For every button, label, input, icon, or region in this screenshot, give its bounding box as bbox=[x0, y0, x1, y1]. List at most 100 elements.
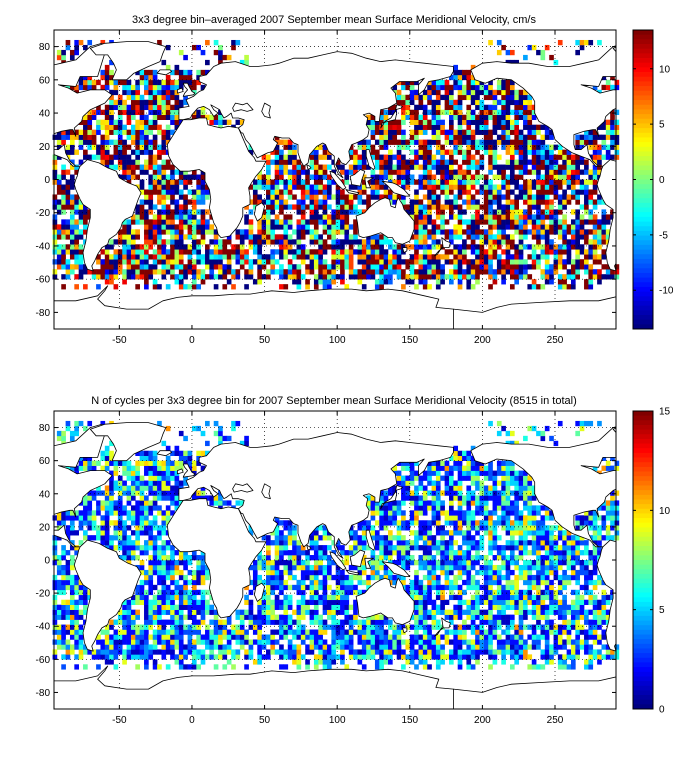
velocity-bin-cell bbox=[514, 264, 520, 270]
velocity-bin-cell bbox=[592, 254, 598, 260]
velocity-bin-cell bbox=[540, 139, 546, 145]
velocity-bin-cell bbox=[191, 269, 197, 275]
velocity-bin-cell bbox=[122, 139, 127, 145]
velocity-bin-cell bbox=[444, 89, 450, 96]
velocity-bin-cell bbox=[483, 179, 489, 185]
velocity-bin-cell bbox=[178, 279, 184, 285]
velocity-bin-cell bbox=[584, 159, 589, 165]
velocity-bin-cell bbox=[126, 174, 132, 180]
cycles-bin-cell bbox=[305, 609, 310, 615]
cycles-bin-cell bbox=[109, 520, 114, 526]
cycles-bin-cell bbox=[87, 589, 93, 596]
velocity-bin-cell bbox=[340, 264, 345, 270]
cycles-bin-cell bbox=[183, 455, 188, 461]
velocity-bin-cell bbox=[287, 234, 293, 240]
velocity-bin-cell bbox=[200, 174, 206, 180]
velocity-bin-cell bbox=[549, 269, 554, 275]
velocity-bin-cell bbox=[78, 139, 84, 145]
cycles-bin-cell bbox=[91, 520, 97, 526]
cycles-bin-cell bbox=[274, 555, 280, 561]
cycles-bin-cell bbox=[191, 624, 197, 630]
velocity-bin-cell bbox=[575, 159, 580, 165]
cycles-bin-cell bbox=[292, 574, 297, 581]
velocity-bin-cell bbox=[605, 214, 611, 220]
velocity-bin-cell bbox=[309, 199, 315, 205]
velocity-bin-cell bbox=[165, 129, 171, 135]
velocity-bin-cell bbox=[588, 254, 594, 260]
velocity-bin-cell bbox=[427, 94, 432, 101]
velocity-bin-cell bbox=[370, 239, 376, 245]
velocity-bin-cell bbox=[549, 204, 554, 210]
cycles-bin-cell bbox=[348, 604, 354, 610]
velocity-bin-cell bbox=[139, 109, 145, 116]
cycles-bin-cell bbox=[122, 490, 127, 496]
velocity-landmass bbox=[434, 237, 451, 257]
velocity-bin-cell bbox=[518, 214, 524, 220]
cycles-bin-cell bbox=[174, 654, 180, 660]
cycles-bin-cell bbox=[209, 629, 215, 635]
cycles-bin-cell bbox=[327, 564, 332, 571]
velocity-bin-cell bbox=[483, 144, 489, 150]
velocity-bin-cell bbox=[357, 184, 363, 190]
velocity-bin-cell bbox=[379, 274, 384, 280]
velocity-bin-cell bbox=[252, 234, 258, 240]
velocity-bin-cell bbox=[396, 179, 402, 185]
velocity-x-tick-label: 200 bbox=[474, 335, 491, 346]
velocity-y-tick-label: 40 bbox=[39, 109, 51, 120]
cycles-bin-cell bbox=[117, 460, 123, 466]
cycles-bin-cell bbox=[135, 584, 140, 591]
velocity-bin-cell bbox=[457, 284, 463, 290]
cycles-bin-cell bbox=[200, 649, 206, 655]
velocity-bin-cell bbox=[348, 204, 354, 210]
cycles-bin-cell bbox=[191, 654, 197, 660]
cycles-bin-cell bbox=[113, 619, 119, 625]
cycles-bin-cell bbox=[52, 579, 58, 586]
cycles-bin-cell bbox=[279, 545, 284, 551]
velocity-bin-cell bbox=[274, 214, 280, 220]
velocity-bin-cell bbox=[409, 164, 415, 170]
velocity-bin-cell bbox=[205, 209, 210, 215]
cycles-bin-cell bbox=[91, 515, 97, 521]
velocity-bin-cell bbox=[87, 154, 93, 160]
velocity-bin-cell bbox=[165, 189, 171, 195]
velocity-bin-cell bbox=[370, 119, 376, 125]
velocity-bin-cell bbox=[87, 129, 93, 135]
velocity-bin-cell bbox=[584, 134, 589, 140]
cycles-bin-cell bbox=[113, 644, 119, 650]
velocity-bin-cell bbox=[405, 164, 411, 170]
velocity-bin-cell bbox=[130, 264, 136, 270]
velocity-colorbar-segment bbox=[633, 272, 653, 279]
velocity-bin-cell bbox=[483, 89, 489, 96]
velocity-bin-cell bbox=[475, 139, 480, 145]
velocity-bin-cell bbox=[396, 249, 402, 255]
cycles-bin-cell bbox=[257, 609, 262, 615]
velocity-bin-cell bbox=[126, 234, 132, 240]
cycles-bin-cell bbox=[174, 445, 180, 452]
velocity-bin-cell bbox=[475, 124, 480, 130]
cycles-bin-cell bbox=[104, 485, 110, 491]
velocity-bin-cell bbox=[135, 94, 140, 101]
cycles-bin-cell bbox=[191, 579, 197, 586]
cycles-bin-cell bbox=[248, 604, 254, 610]
velocity-bin-cell bbox=[427, 274, 432, 280]
velocity-bin-cell bbox=[322, 239, 328, 245]
velocity-bin-cell bbox=[279, 219, 284, 225]
velocity-bin-cell bbox=[501, 44, 506, 51]
velocity-bin-cell bbox=[509, 149, 515, 155]
velocity-bin-cell bbox=[69, 264, 75, 270]
velocity-landmass bbox=[73, 159, 142, 272]
velocity-bin-cell bbox=[518, 109, 524, 116]
velocity-bin-cell bbox=[366, 179, 371, 185]
velocity-bin-cell bbox=[374, 124, 380, 130]
velocity-bin-cell bbox=[496, 89, 502, 96]
velocity-bin-cell bbox=[292, 254, 297, 260]
velocity-bin-cell bbox=[396, 94, 402, 101]
cycles-bin-cell bbox=[327, 535, 332, 541]
velocity-bin-cell bbox=[309, 239, 315, 245]
velocity-bin-cell bbox=[444, 184, 450, 190]
cycles-bin-cell bbox=[117, 505, 123, 511]
cycles-bin-cell bbox=[83, 599, 88, 605]
velocity-bin-cell bbox=[200, 49, 206, 56]
cycles-bin-cell bbox=[122, 505, 127, 511]
cycles-bin-cell bbox=[257, 649, 262, 655]
